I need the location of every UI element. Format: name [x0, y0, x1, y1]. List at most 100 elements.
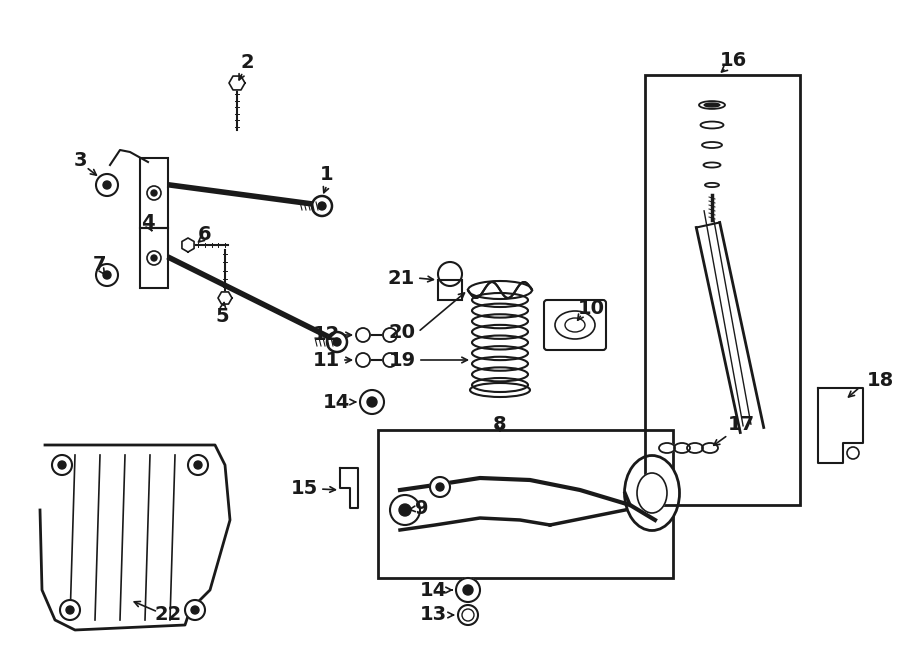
- Text: 16: 16: [719, 50, 747, 69]
- Circle shape: [191, 606, 199, 614]
- Circle shape: [96, 174, 118, 196]
- Text: 22: 22: [155, 605, 182, 625]
- Ellipse shape: [704, 103, 720, 107]
- Ellipse shape: [699, 101, 725, 109]
- Text: 2: 2: [240, 52, 254, 71]
- Text: 4: 4: [141, 212, 155, 231]
- Circle shape: [464, 611, 472, 619]
- Circle shape: [58, 461, 66, 469]
- Bar: [645, 75, 800, 505]
- Circle shape: [356, 328, 370, 342]
- Circle shape: [333, 338, 341, 346]
- Circle shape: [847, 447, 859, 459]
- Circle shape: [103, 181, 111, 189]
- Text: 8: 8: [493, 416, 507, 434]
- Ellipse shape: [674, 443, 690, 453]
- Ellipse shape: [555, 311, 595, 339]
- Text: 14: 14: [323, 393, 350, 412]
- Ellipse shape: [704, 163, 721, 167]
- Ellipse shape: [472, 336, 528, 350]
- Circle shape: [103, 271, 111, 279]
- Ellipse shape: [472, 368, 528, 381]
- Circle shape: [188, 455, 208, 475]
- Circle shape: [383, 328, 397, 342]
- Text: 17: 17: [728, 416, 755, 434]
- Text: 12: 12: [313, 325, 340, 344]
- Text: 7: 7: [94, 256, 107, 274]
- Ellipse shape: [472, 357, 528, 371]
- Circle shape: [66, 606, 74, 614]
- Circle shape: [438, 262, 462, 286]
- Circle shape: [147, 251, 161, 265]
- Bar: [378, 430, 673, 578]
- Ellipse shape: [472, 314, 528, 329]
- Text: 3: 3: [73, 151, 86, 169]
- Text: 18: 18: [867, 371, 895, 389]
- Ellipse shape: [702, 142, 722, 148]
- Bar: [645, 75, 800, 505]
- Circle shape: [194, 461, 202, 469]
- Ellipse shape: [702, 443, 718, 453]
- Polygon shape: [218, 292, 232, 304]
- Text: 19: 19: [389, 350, 416, 369]
- Text: 9: 9: [415, 498, 428, 518]
- Ellipse shape: [700, 122, 724, 128]
- Polygon shape: [818, 388, 863, 463]
- Ellipse shape: [472, 346, 528, 360]
- Bar: [140, 158, 168, 228]
- Circle shape: [456, 578, 480, 602]
- FancyBboxPatch shape: [544, 300, 606, 350]
- Circle shape: [367, 397, 377, 407]
- Ellipse shape: [637, 473, 667, 513]
- Circle shape: [383, 353, 397, 367]
- Polygon shape: [229, 76, 245, 90]
- Bar: [378, 430, 673, 578]
- Ellipse shape: [472, 378, 528, 392]
- Text: 1: 1: [320, 165, 334, 184]
- Circle shape: [462, 609, 474, 621]
- Ellipse shape: [687, 443, 703, 453]
- Circle shape: [399, 504, 411, 516]
- Polygon shape: [40, 445, 230, 630]
- Text: 20: 20: [389, 323, 416, 342]
- Bar: [140, 228, 168, 288]
- Ellipse shape: [705, 183, 719, 187]
- Circle shape: [436, 483, 444, 491]
- Circle shape: [96, 264, 118, 286]
- Text: 10: 10: [578, 299, 605, 317]
- Circle shape: [356, 353, 370, 367]
- Ellipse shape: [472, 293, 528, 307]
- Ellipse shape: [472, 303, 528, 318]
- Circle shape: [185, 600, 205, 620]
- Text: 13: 13: [420, 605, 447, 625]
- Text: 11: 11: [313, 350, 340, 369]
- Circle shape: [151, 190, 157, 196]
- Bar: [438, 280, 462, 300]
- Text: 14: 14: [419, 580, 447, 600]
- Ellipse shape: [625, 455, 680, 531]
- Text: 5: 5: [215, 307, 229, 325]
- Ellipse shape: [565, 318, 585, 332]
- Bar: [438, 280, 462, 300]
- Bar: [140, 228, 168, 288]
- Circle shape: [318, 202, 326, 210]
- Text: 15: 15: [291, 479, 318, 498]
- Ellipse shape: [472, 325, 528, 339]
- Circle shape: [60, 600, 80, 620]
- Circle shape: [458, 605, 478, 625]
- Circle shape: [312, 196, 332, 216]
- Circle shape: [327, 332, 347, 352]
- Polygon shape: [182, 238, 194, 252]
- Circle shape: [52, 455, 72, 475]
- Circle shape: [360, 390, 384, 414]
- Text: 6: 6: [198, 225, 212, 245]
- Polygon shape: [340, 468, 358, 508]
- Ellipse shape: [468, 281, 532, 299]
- Circle shape: [463, 585, 473, 595]
- Circle shape: [430, 477, 450, 497]
- Circle shape: [390, 495, 420, 525]
- Ellipse shape: [659, 443, 675, 453]
- Ellipse shape: [470, 383, 530, 397]
- Circle shape: [147, 186, 161, 200]
- Text: 21: 21: [388, 268, 415, 288]
